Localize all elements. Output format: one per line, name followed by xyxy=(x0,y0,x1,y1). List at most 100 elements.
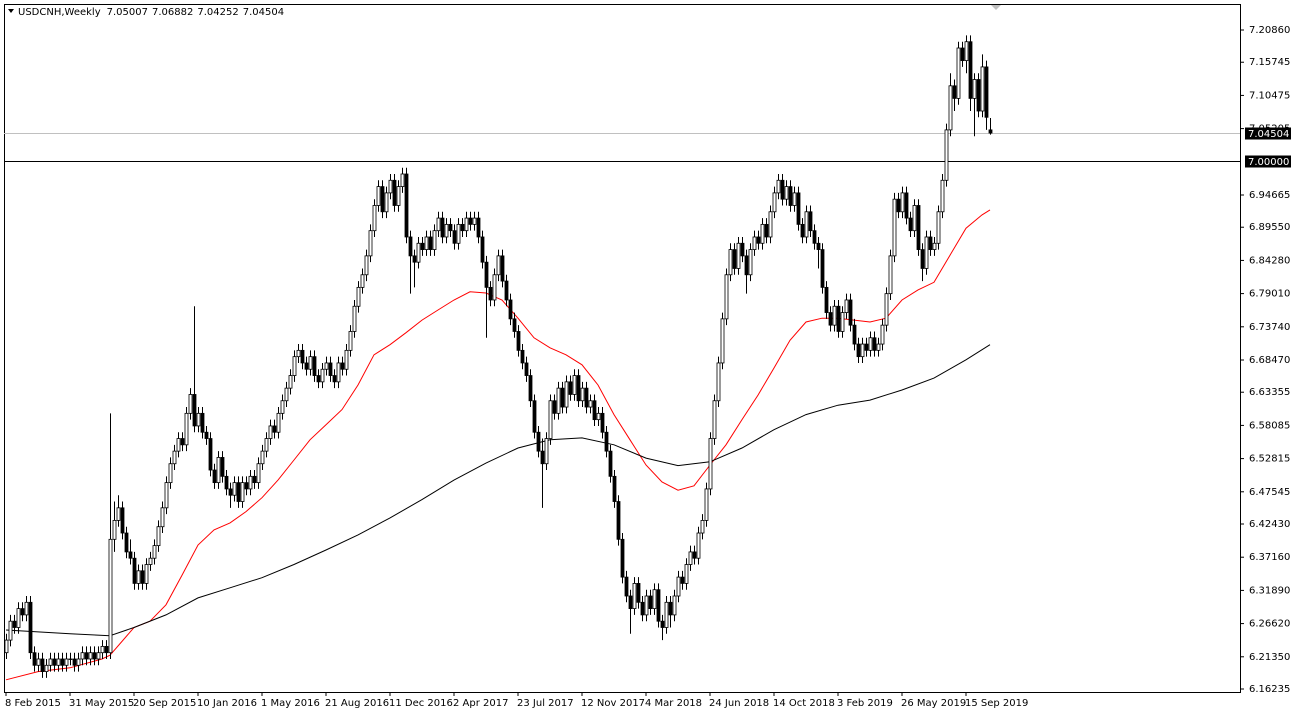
y-tick-label: 6.16235 xyxy=(1249,684,1290,695)
candle-body xyxy=(628,595,633,610)
candle-body xyxy=(184,412,189,446)
y-tick-label: 6.63355 xyxy=(1249,387,1290,398)
candle-body xyxy=(796,192,801,225)
candle-body xyxy=(200,412,205,433)
candle-body xyxy=(272,425,277,433)
candle-body xyxy=(252,475,257,484)
y-tick-label: 6.42430 xyxy=(1249,519,1290,530)
candle-body xyxy=(440,217,445,238)
price-label-box xyxy=(1245,127,1291,140)
candle-body xyxy=(936,211,941,244)
moving-average xyxy=(5,344,991,637)
candle-body xyxy=(436,217,441,232)
candle-body xyxy=(572,375,577,395)
candle-body xyxy=(836,305,841,332)
candle-body xyxy=(320,368,325,383)
candle-body xyxy=(232,482,237,496)
candle-body xyxy=(220,457,225,477)
candle-body xyxy=(12,620,17,628)
candle-body xyxy=(360,274,365,288)
menu-arrow[interactable] xyxy=(8,9,14,13)
candle-body xyxy=(484,261,489,288)
candle-body xyxy=(180,438,185,446)
candle-body xyxy=(672,595,677,616)
candle-body xyxy=(928,236,933,250)
candle-body xyxy=(648,595,653,610)
y-tick-label: 6.94665 xyxy=(1249,190,1290,201)
candle-body xyxy=(580,387,585,402)
candle-body xyxy=(56,658,61,666)
shift-marker xyxy=(991,5,1001,10)
candle-body xyxy=(332,375,337,383)
candle-body xyxy=(288,375,293,389)
header-value: 7.06882 xyxy=(152,7,193,18)
x-tick-label: 26 May 2019 xyxy=(901,698,966,709)
candle-body xyxy=(948,85,953,131)
candle-body xyxy=(236,482,241,502)
candle-body xyxy=(620,538,625,578)
candle-body xyxy=(124,532,129,553)
candle-body xyxy=(908,217,913,232)
candle-body xyxy=(428,236,433,250)
candle-body xyxy=(196,412,201,427)
candle-body xyxy=(804,211,809,238)
y-tick-label: 7.10475 xyxy=(1249,90,1290,101)
candle-body xyxy=(16,608,21,628)
candle-body xyxy=(224,475,229,490)
y-tick-label: 6.37160 xyxy=(1249,552,1290,563)
candle-body xyxy=(592,400,597,421)
candle-body xyxy=(328,362,333,376)
candle-body xyxy=(912,205,917,232)
candle-body xyxy=(248,475,253,490)
candle-body xyxy=(472,217,477,225)
x-tick-label: 23 Jul 2017 xyxy=(517,698,574,709)
candle-body xyxy=(752,236,757,250)
candle-body xyxy=(564,381,569,408)
candle-body xyxy=(268,425,273,439)
candle-body xyxy=(420,242,425,250)
candle-body xyxy=(844,299,849,313)
candle-body xyxy=(176,438,181,452)
candle-body xyxy=(816,242,821,250)
candle-body xyxy=(696,532,701,559)
candle-body xyxy=(148,557,153,565)
candle-body xyxy=(848,299,853,326)
candle-body xyxy=(376,186,381,206)
candle-body xyxy=(276,412,281,433)
candle-body xyxy=(432,230,437,250)
candle-body xyxy=(980,66,985,112)
candle-body xyxy=(208,438,213,471)
candle-body xyxy=(808,211,813,232)
candle-body xyxy=(456,223,461,244)
candle-body xyxy=(256,463,261,484)
candle-body xyxy=(444,223,449,238)
candle-body xyxy=(976,79,981,112)
candle-body xyxy=(152,545,157,559)
candle-body xyxy=(524,362,529,376)
candle-body xyxy=(744,255,749,276)
candle-body xyxy=(156,526,161,547)
candle-body xyxy=(340,362,345,370)
candle-body xyxy=(560,387,565,408)
candle-body xyxy=(688,551,693,565)
y-tick-label: 6.73740 xyxy=(1249,322,1290,333)
candle-body xyxy=(284,387,289,402)
candle-body xyxy=(828,312,833,326)
candle-body xyxy=(96,652,101,660)
header-value: 7.04504 xyxy=(243,7,284,18)
candle-body xyxy=(652,589,657,610)
candle-body xyxy=(512,318,517,332)
candle-body xyxy=(884,293,889,326)
candle-body xyxy=(460,223,465,232)
candle-body xyxy=(840,312,845,332)
x-tick-label: 24 Jun 2018 xyxy=(709,698,769,709)
candle-body xyxy=(292,356,297,376)
candle-body xyxy=(952,85,957,99)
candle-body xyxy=(204,431,209,439)
candle-body xyxy=(780,179,785,200)
candle-body xyxy=(72,658,77,666)
x-tick-label: 1 May 2016 xyxy=(261,698,320,709)
candle-body xyxy=(640,601,645,616)
candle-body xyxy=(120,507,125,534)
candle-body xyxy=(972,79,977,99)
